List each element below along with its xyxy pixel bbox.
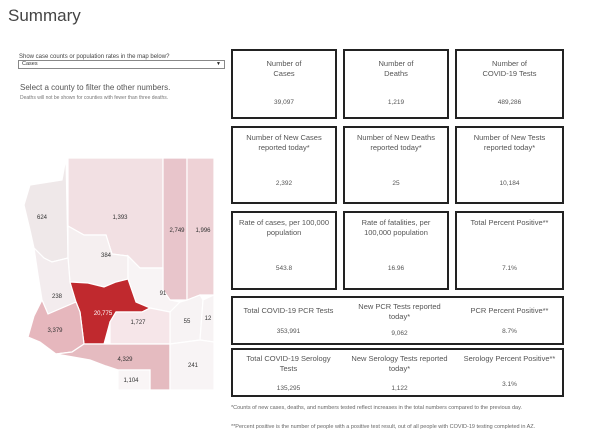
map-metric-selected-value: Cases bbox=[22, 61, 38, 67]
chevron-down-icon: ▼ bbox=[216, 61, 221, 67]
page-title: Summary bbox=[8, 6, 81, 25]
deaths-value: 1,219 bbox=[387, 99, 405, 106]
serology-percent-label: Serology Percent Positive** bbox=[463, 354, 556, 363]
deaths-card: Number of Deaths 1,219 bbox=[343, 49, 449, 119]
percent-positive-footnote: **Percent positive is the number of peop… bbox=[231, 424, 536, 430]
new-serology-label: New Serology Tests reported today* bbox=[351, 354, 448, 373]
county-label-cochise: 241 bbox=[188, 363, 199, 369]
new-deaths-value: 25 bbox=[392, 180, 400, 187]
percent-positive-label: Total Percent Positive** bbox=[470, 218, 549, 227]
county-label-pima: 4,329 bbox=[117, 357, 133, 363]
new-cases-label: Number of New Cases reported today* bbox=[246, 133, 322, 152]
county-label-coconino: 1,393 bbox=[112, 215, 128, 221]
county-label-santa-cruz: 1,104 bbox=[123, 378, 139, 384]
tests-label: Number of COVID-19 Tests bbox=[482, 59, 537, 78]
new-tests-value: 10,184 bbox=[499, 180, 520, 187]
case-rate-value: 543.8 bbox=[275, 265, 293, 272]
county-pinal[interactable] bbox=[109, 307, 171, 345]
deaths-threshold-note: Deaths will not be shown for counties wi… bbox=[20, 95, 169, 101]
pcr-tests-label: Total COVID-19 PCR Tests bbox=[243, 306, 334, 315]
new-pcr-label: New PCR Tests reported today* bbox=[358, 302, 441, 321]
pcr-tests-value: 353,991 bbox=[276, 328, 301, 335]
county-label-apache: 1,996 bbox=[195, 228, 211, 234]
pcr-percent-label: PCR Percent Positive** bbox=[470, 306, 549, 315]
fatality-rate-label: Rate of fatalities, per 100,000 populati… bbox=[361, 218, 431, 237]
tests-card: Number of COVID-19 Tests 489,286 bbox=[455, 49, 564, 119]
map-metric-select[interactable]: Cases ▼ bbox=[18, 60, 225, 69]
county-label-yavapai: 384 bbox=[101, 253, 112, 259]
county-label-maricopa: 20,775 bbox=[94, 311, 113, 317]
fatality-rate-card: Rate of fatalities, per 100,000 populati… bbox=[343, 211, 449, 290]
county-cochise[interactable] bbox=[169, 339, 215, 390]
county-label-mohave: 624 bbox=[37, 215, 48, 221]
cases-card: Number of Cases 39,097 bbox=[231, 49, 337, 119]
percent-positive-card: Total Percent Positive** 7.1% bbox=[455, 211, 564, 290]
serology-percent-value: 3.1% bbox=[502, 381, 517, 388]
serology-tests-panel: Total COVID-19 Serology Tests 135,295 Ne… bbox=[231, 348, 564, 397]
cases-value: 39,097 bbox=[274, 99, 294, 106]
serology-tests-value: 135,295 bbox=[276, 385, 301, 392]
case-rate-card: Rate of cases, per 100,000 population 54… bbox=[231, 211, 337, 290]
new-tests-label: Number of New Tests reported today* bbox=[473, 133, 546, 152]
new-pcr-value: 9,062 bbox=[391, 330, 408, 337]
new-deaths-card: Number of New Deaths reported today* 25 bbox=[343, 126, 449, 204]
county-label-la-paz: 238 bbox=[52, 294, 63, 300]
new-counts-footnote: *Counts of new cases, deaths, and number… bbox=[231, 405, 522, 411]
county-pima[interactable] bbox=[55, 343, 171, 390]
county-label-yuma: 3,379 bbox=[47, 328, 63, 334]
pcr-tests-panel: Total COVID-19 PCR Tests 353,991 New PCR… bbox=[231, 296, 564, 345]
new-tests-card: Number of New Tests reported today* 10,1… bbox=[455, 126, 564, 204]
county-santa-cruz[interactable] bbox=[117, 369, 151, 390]
map-metric-label: Show case counts or population rates in … bbox=[19, 54, 170, 60]
new-serology-value: 1,122 bbox=[391, 385, 408, 392]
county-label-greenlee: 12 bbox=[205, 316, 212, 322]
county-mohave[interactable] bbox=[23, 157, 69, 263]
new-deaths-label: Number of New Deaths reported today* bbox=[357, 133, 435, 152]
new-cases-card: Number of New Cases reported today* 2,39… bbox=[231, 126, 337, 204]
pcr-percent-value: 8.7% bbox=[502, 328, 517, 335]
tests-value: 489,286 bbox=[497, 99, 522, 106]
county-label-gila: 91 bbox=[160, 291, 167, 297]
percent-positive-value: 7.1% bbox=[502, 265, 517, 272]
deaths-label: Number of Deaths bbox=[378, 59, 414, 78]
county-apache[interactable] bbox=[186, 157, 215, 301]
case-rate-label: Rate of cases, per 100,000 population bbox=[238, 218, 330, 237]
fatality-rate-value: 16.96 bbox=[387, 265, 405, 272]
arizona-county-map: 624 1,393 2,749 1,996 384 238 91 20,775 … bbox=[23, 157, 215, 390]
county-filter-hint: Select a county to filter the other numb… bbox=[20, 83, 171, 92]
new-cases-value: 2,392 bbox=[275, 180, 293, 187]
county-label-pinal: 1,727 bbox=[130, 320, 146, 326]
cases-label: Number of Cases bbox=[266, 59, 302, 78]
county-label-navajo: 2,749 bbox=[169, 228, 185, 234]
county-label-graham: 55 bbox=[184, 319, 191, 325]
serology-tests-label: Total COVID-19 Serology Tests bbox=[246, 354, 331, 373]
